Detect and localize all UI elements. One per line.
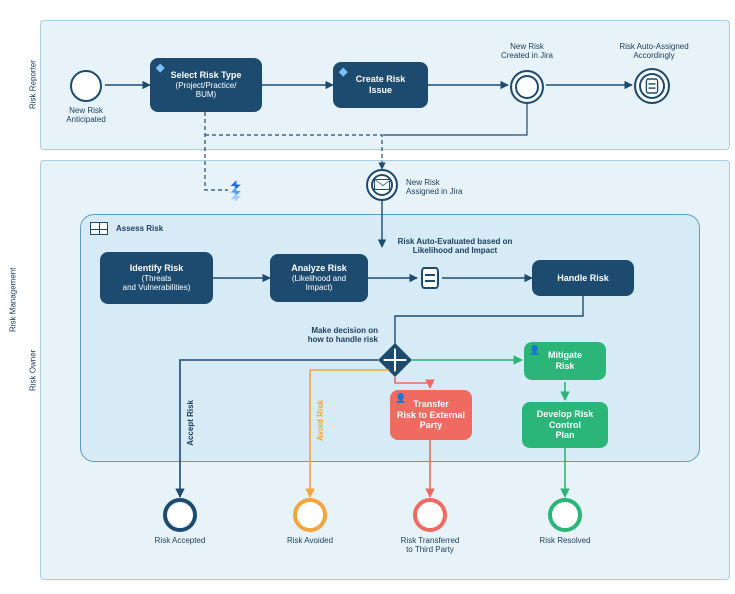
jira-icon: ◆ — [339, 66, 347, 79]
task-title: Handle Risk — [557, 273, 609, 284]
task-title: Develop RiskControlPlan — [537, 409, 594, 441]
lane-label-owner: Risk Owner — [24, 160, 42, 580]
person-icon: 👤 — [529, 345, 540, 356]
start-event — [70, 70, 102, 102]
task-sub: (Threatsand Vulnerabilities) — [123, 274, 191, 293]
task-develop-plan: Develop RiskControlPlan — [522, 402, 608, 448]
task-mitigate-risk: 👤 MitigateRisk — [524, 342, 606, 380]
start-event-label: New RiskAnticipated — [55, 106, 117, 124]
task-select-risk-type: ◆ Select Risk Type (Project/Practice/BUM… — [150, 58, 262, 112]
end-label-accepted: Risk Accepted — [143, 536, 217, 545]
task-sub: (Likelihood andImpact) — [292, 274, 346, 293]
person-icon: 👤 — [395, 393, 406, 404]
end-label-avoided: Risk Avoided — [277, 536, 343, 545]
edge-label-accept: Accept Risk — [186, 400, 195, 446]
jira-logo-icon — [224, 178, 250, 210]
envelope-icon — [374, 179, 390, 190]
task-title: MitigateRisk — [548, 350, 582, 372]
task-transfer-risk: 👤 TransferRisk to ExternalParty — [390, 390, 472, 440]
task-title: TransferRisk to ExternalParty — [397, 399, 465, 431]
label-auto-assigned: Risk Auto-AssignedAccordingly — [608, 42, 700, 60]
task-title: Identify Risk — [130, 263, 184, 274]
label-created-jira: New RiskCreated in Jira — [494, 42, 560, 60]
label-assigned-jira: New RiskAssigned in Jira — [406, 178, 484, 196]
task-handle-risk: Handle Risk — [532, 260, 634, 296]
end-label-transferred: Risk Transferredto Third Party — [388, 536, 472, 554]
jira-icon: ◆ — [156, 62, 164, 75]
task-title: Select Risk Type — [171, 70, 242, 81]
subprocess-marker-icon — [90, 222, 108, 235]
label-decision: Make decision onhow to handle risk — [258, 326, 378, 344]
task-analyze-risk: Analyze Risk (Likelihood andImpact) — [270, 254, 368, 302]
diagram-stage: Risk Management Risk Reporter Risk Owner… — [0, 0, 735, 594]
end-label-resolved: Risk Resolved — [530, 536, 600, 545]
end-event-avoided — [293, 498, 327, 532]
task-create-risk-issue: ◆ Create RiskIssue — [333, 62, 428, 108]
task-sub: (Project/Practice/BUM) — [176, 81, 237, 100]
edge-label-avoid: Avoid Risk — [316, 400, 325, 441]
data-store-icon — [646, 78, 659, 93]
data-store-icon — [421, 267, 439, 289]
task-title: Analyze Risk — [291, 263, 347, 274]
lane-label-reporter: Risk Reporter — [24, 20, 42, 150]
pool-label-main: Risk Management — [4, 20, 22, 580]
task-title: Create RiskIssue — [356, 74, 406, 96]
end-event-accepted — [163, 498, 197, 532]
end-event-transferred — [413, 498, 447, 532]
subprocess-title: Assess Risk — [116, 224, 163, 233]
intermediate-event-created — [510, 70, 544, 104]
end-event-resolved — [548, 498, 582, 532]
label-auto-eval: Risk Auto-Evaluated based onLikelihood a… — [380, 237, 530, 255]
task-identify-risk: Identify Risk (Threatsand Vulnerabilitie… — [100, 252, 213, 304]
